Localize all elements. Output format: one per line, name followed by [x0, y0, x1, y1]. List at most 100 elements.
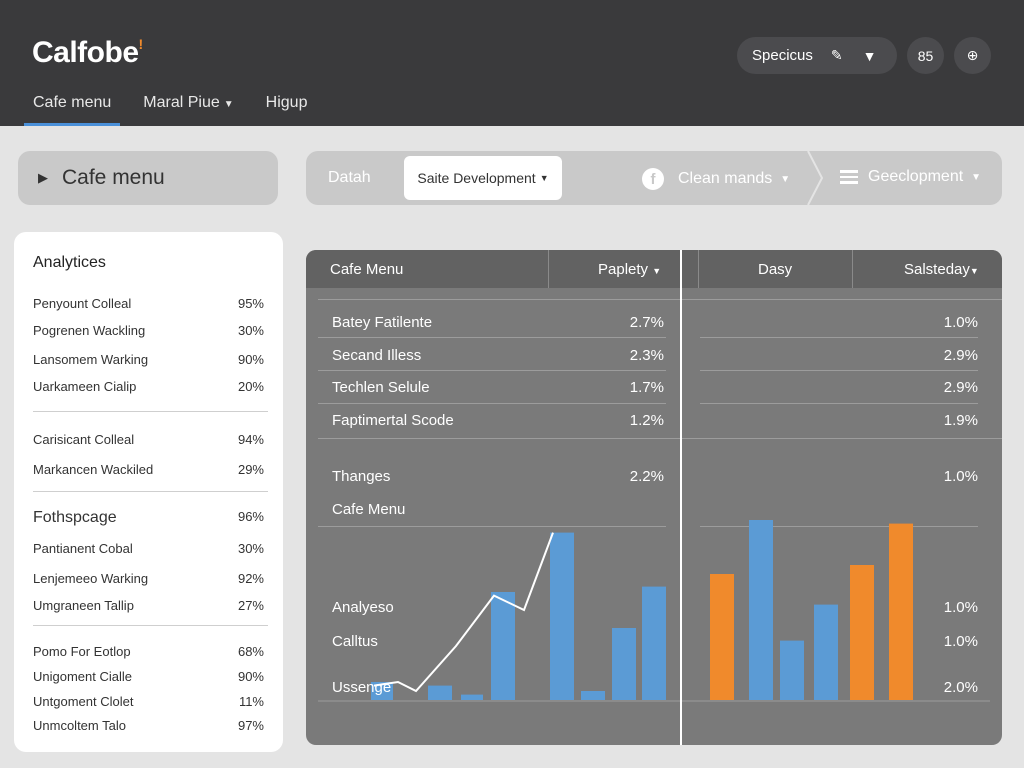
divider: [318, 337, 666, 338]
table-cell: 1.2%: [629, 412, 664, 429]
divider: [318, 403, 666, 404]
list-item[interactable]: Lenjemeeo Warking 92%: [33, 571, 264, 586]
chart-value: 1.0%: [943, 599, 978, 616]
column-header-dropdown[interactable]: Paplety ▼: [598, 261, 662, 278]
filter-icon[interactable]: ▼: [862, 47, 877, 64]
table-cell: 2.2%: [629, 468, 664, 485]
page-title-card: ▶ Cafe menu: [18, 151, 278, 205]
breadcrumb-separator: [807, 151, 824, 205]
divider: [33, 411, 268, 412]
table-row-label: Thanges: [332, 468, 391, 485]
divider: [318, 526, 666, 527]
counter-button[interactable]: 85: [907, 37, 944, 74]
chart-value: 1.0%: [943, 633, 978, 650]
list-item[interactable]: Umgraneen Tallip 27%: [33, 598, 264, 613]
table-row-label: Faptimertal Scode: [332, 412, 454, 429]
chart-bar: [491, 592, 515, 700]
bar-chart: [318, 520, 990, 702]
chart-value: 2.0%: [943, 679, 978, 696]
list-item[interactable]: Lansomem Warking 90%: [33, 352, 264, 367]
column-header: Cafe Menu: [330, 261, 404, 278]
table-cell: 1.9%: [943, 412, 978, 429]
chart-title: Cafe Menu: [332, 501, 406, 518]
divider: [318, 438, 1002, 439]
table-cell: 2.3%: [629, 347, 664, 364]
facebook-icon: f: [642, 168, 664, 190]
chart-bar: [642, 586, 666, 700]
chart-bar: [428, 685, 452, 700]
list-item[interactable]: Carisicant Colleal 94%: [33, 432, 264, 447]
chevron-down-icon: ▼: [969, 266, 979, 276]
panel-divider: [680, 250, 682, 745]
site-dropdown[interactable]: Saite Development ▼: [404, 156, 562, 200]
divider: [33, 625, 268, 626]
table-cell: 1.0%: [943, 468, 978, 485]
chart-label: Analyeso: [332, 599, 394, 616]
chevron-down-icon: ▼: [539, 173, 549, 183]
divider: [700, 370, 978, 371]
chart-label: Calltus: [332, 633, 378, 650]
divider: [852, 250, 853, 288]
divider: [698, 250, 699, 288]
table-row-label: Secand Illess: [332, 347, 422, 364]
divider: [318, 299, 1002, 300]
database-icon: [840, 170, 858, 184]
section-heading: Fothspcage 96%: [33, 509, 264, 526]
chart-bar: [850, 565, 874, 700]
list-item[interactable]: Unmcoltem Talo 97%: [33, 718, 264, 733]
main-nav: Cafe menu Maral Piue ▼ Higup: [24, 86, 330, 126]
toolbar: Datah Saite Development ▼ f Clean mands ▼ …: [306, 151, 1002, 205]
column-header: Dasy: [758, 261, 793, 278]
chart-bar: [550, 532, 574, 700]
chart-bar: [889, 523, 913, 700]
nav-item-maral-piue[interactable]: Maral Piue ▼: [143, 94, 234, 111]
table-cell: 2.9%: [943, 347, 978, 364]
divider: [318, 370, 666, 371]
chevron-down-icon: ▼: [971, 171, 982, 183]
chart-label: Ussenge: [332, 679, 392, 696]
list-item[interactable]: Untgoment Clolet 11%: [33, 694, 264, 709]
table-header: Cafe Menu Paplety ▼ Dasy Salsteday▼: [306, 250, 1002, 288]
list-item[interactable]: Uarkameen Cialip 20%: [33, 379, 264, 394]
chevron-down-icon: ▼: [223, 99, 234, 110]
chart-bar: [581, 691, 605, 700]
chart-bar: [710, 574, 734, 700]
table-cell: 2.9%: [943, 379, 978, 396]
list-item[interactable]: Pogrenen Wackling 30%: [33, 323, 264, 338]
pencil-icon[interactable]: ✎: [830, 47, 843, 63]
list-item[interactable]: Penyount Colleal 95%: [33, 296, 264, 311]
app-header: Calfobe! Cafe menu Maral Piue ▼ Higup Spe…: [0, 0, 1024, 126]
divider: [700, 526, 978, 527]
search-pill[interactable]: Specicus ✎ ▼: [737, 37, 897, 74]
app-logo[interactable]: Calfobe!: [32, 36, 143, 69]
clean-mands-dropdown[interactable]: f Clean mands ▼: [642, 168, 790, 190]
table-cell: 1.0%: [943, 314, 978, 331]
divider: [700, 337, 978, 338]
divider: [33, 491, 268, 492]
list-item[interactable]: Pantianent Cobal 30%: [33, 541, 264, 556]
chart-line: [373, 532, 554, 693]
flag-icon: ▶: [38, 170, 48, 185]
geeclopment-dropdown[interactable]: Geeclopment ▼: [840, 168, 981, 186]
list-item[interactable]: Pomo For Eotlop 68%: [33, 644, 264, 659]
toolbar-label: Datah: [328, 169, 371, 186]
nav-item-higup[interactable]: Higup: [265, 94, 308, 111]
page-title: Cafe menu: [62, 166, 165, 189]
column-header-dropdown[interactable]: Salsteday▼: [904, 261, 979, 278]
list-item[interactable]: Markancen Wackiled 29%: [33, 462, 264, 477]
chart-bar: [780, 640, 804, 700]
chart-bar: [749, 520, 773, 700]
chart-bar: [371, 682, 393, 700]
table-cell: 1.7%: [629, 379, 664, 396]
profile-button[interactable]: ⊕: [954, 37, 991, 74]
analytics-sidebar: Analytices Penyount Colleal 95% Pogrenen …: [14, 232, 283, 752]
chart-bar: [612, 628, 636, 700]
table-row-label: Techlen Selule: [332, 379, 430, 396]
list-item[interactable]: Unigoment Cialle 90%: [33, 669, 264, 684]
table-cell: 2.7%: [629, 314, 664, 331]
divider: [700, 403, 978, 404]
chevron-down-icon: ▼: [652, 266, 662, 276]
chevron-down-icon: ▼: [780, 173, 791, 185]
table-row-label: Batey Fatilente: [332, 314, 433, 331]
nav-item-cafe-menu[interactable]: Cafe menu: [24, 86, 121, 126]
